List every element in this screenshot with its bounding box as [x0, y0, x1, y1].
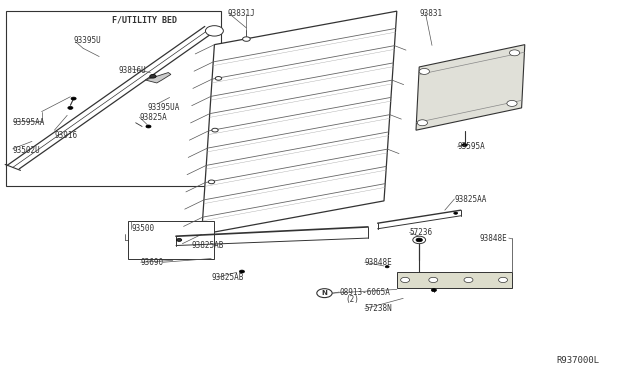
Text: 93500: 93500: [131, 224, 154, 233]
Circle shape: [431, 289, 436, 292]
Circle shape: [417, 120, 428, 126]
Circle shape: [499, 278, 508, 283]
Circle shape: [419, 68, 429, 74]
Text: 08913-6065A: 08913-6065A: [339, 288, 390, 296]
Text: 93825AB: 93825AB: [211, 273, 244, 282]
Polygon shape: [416, 45, 525, 130]
Circle shape: [413, 236, 426, 244]
Circle shape: [71, 97, 76, 100]
Circle shape: [509, 102, 515, 105]
Circle shape: [150, 74, 156, 78]
Circle shape: [208, 180, 214, 184]
Circle shape: [466, 278, 471, 281]
Circle shape: [511, 51, 518, 55]
Text: 93825AA: 93825AA: [454, 195, 487, 203]
Text: 93825A: 93825A: [140, 113, 167, 122]
Text: 93595A: 93595A: [458, 142, 485, 151]
Circle shape: [146, 125, 151, 128]
Text: (2): (2): [346, 295, 360, 304]
Text: 93816U: 93816U: [118, 66, 146, 75]
Circle shape: [385, 266, 389, 268]
Circle shape: [68, 106, 73, 109]
Text: 93916: 93916: [54, 131, 77, 140]
Text: 93395U: 93395U: [74, 36, 101, 45]
Circle shape: [205, 26, 223, 36]
Circle shape: [464, 278, 473, 283]
Text: 93395UA: 93395UA: [147, 103, 180, 112]
Circle shape: [239, 270, 244, 273]
Circle shape: [507, 100, 517, 106]
Circle shape: [421, 70, 428, 73]
Circle shape: [243, 37, 250, 41]
Text: 93825AB: 93825AB: [192, 241, 225, 250]
Text: 93690: 93690: [141, 258, 164, 267]
Bar: [397, 272, 512, 288]
Text: F/UTILITY BED: F/UTILITY BED: [112, 16, 177, 25]
Circle shape: [401, 278, 410, 283]
Bar: [128, 221, 214, 259]
Text: 57236: 57236: [410, 228, 433, 237]
Circle shape: [317, 289, 332, 298]
Text: R937000L: R937000L: [557, 356, 600, 365]
Circle shape: [462, 144, 467, 147]
Circle shape: [215, 77, 221, 80]
Circle shape: [509, 50, 520, 56]
Circle shape: [431, 278, 436, 281]
Circle shape: [429, 278, 438, 283]
Circle shape: [209, 28, 220, 34]
Circle shape: [454, 212, 458, 214]
Circle shape: [212, 128, 218, 132]
Text: N: N: [321, 290, 328, 296]
Circle shape: [416, 238, 422, 242]
Polygon shape: [202, 11, 397, 234]
Text: 93595AA: 93595AA: [13, 118, 45, 127]
Text: 57238N: 57238N: [365, 304, 392, 313]
Text: 93831: 93831: [419, 9, 442, 17]
Bar: [6, 11, 221, 186]
Circle shape: [403, 278, 408, 281]
Polygon shape: [145, 73, 171, 83]
Text: 93502U: 93502U: [13, 146, 40, 155]
Text: 93848E: 93848E: [480, 234, 508, 243]
Circle shape: [177, 238, 182, 241]
Text: 93848E: 93848E: [365, 258, 392, 267]
Circle shape: [500, 278, 506, 281]
Text: 93831J: 93831J: [228, 9, 255, 17]
Circle shape: [419, 121, 426, 125]
